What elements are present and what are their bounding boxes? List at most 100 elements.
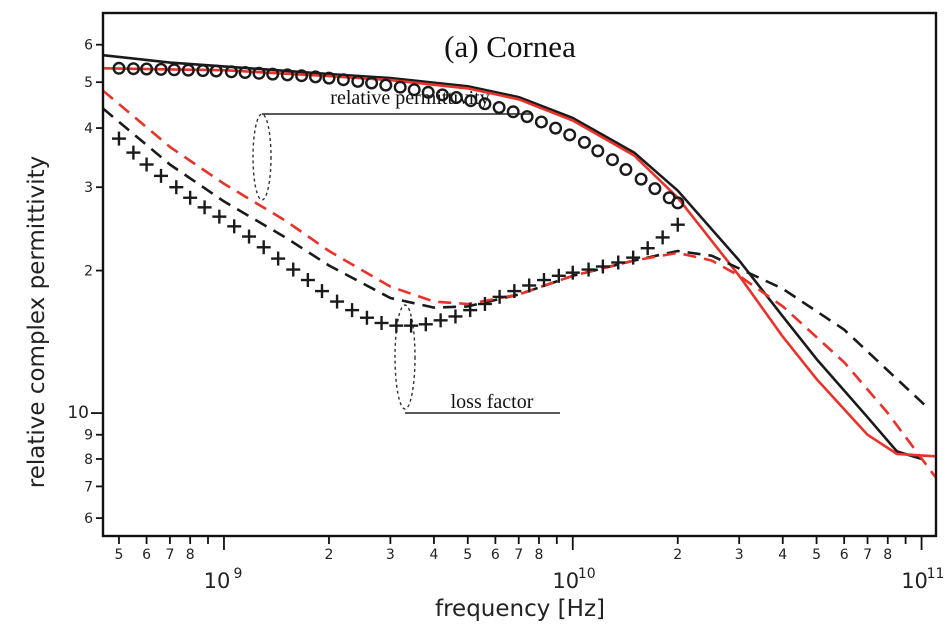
y-tick-label: 5 [84, 75, 93, 91]
plus-marker [330, 294, 345, 309]
x-tick-exponent: 9 [233, 566, 242, 582]
circle-marker [351, 74, 365, 88]
circle-marker [534, 115, 548, 129]
x-tick-label: 10 [204, 569, 231, 593]
circle-marker [648, 182, 662, 196]
plus-marker [256, 240, 271, 255]
y-tick-label: 6 [84, 511, 93, 527]
circle-marker [196, 64, 210, 78]
y-axis-label: relative complex permittivity [24, 156, 50, 489]
plus-marker [286, 262, 301, 277]
plus-marker [404, 318, 419, 333]
plus-marker [418, 317, 433, 332]
plus-marker [581, 262, 596, 277]
plus-marker [169, 180, 184, 195]
circle-marker [671, 196, 685, 210]
circle-marker [112, 61, 126, 75]
loss-factor-label: loss factor [451, 391, 534, 413]
plus-marker [300, 273, 315, 288]
plus-marker [670, 217, 685, 232]
circle-marker [435, 88, 449, 102]
relative-permittivity-label: relative permittivity [330, 87, 489, 109]
plus-marker [345, 303, 360, 318]
plus-marker [477, 296, 492, 311]
circle-marker [379, 78, 393, 92]
x-tick-exponent: 11 [927, 566, 945, 582]
plus-marker [463, 303, 478, 318]
circle-marker [421, 85, 435, 99]
circle-marker [449, 90, 463, 104]
loss-factor-ellipse [394, 304, 416, 410]
x-tick-label: 8 [534, 547, 543, 563]
circle-marker [549, 121, 563, 135]
x-tick-label: 7 [863, 547, 872, 563]
x-tick-label: 5 [463, 547, 472, 563]
x-tick-label: 10 [552, 569, 579, 593]
plus-marker [448, 309, 463, 324]
circle-marker [407, 83, 421, 97]
plus-marker [522, 278, 537, 293]
plus-marker [212, 209, 227, 224]
x-tick-label: 5 [812, 547, 821, 563]
y-tick-label: 9 [84, 428, 93, 444]
y-tick-label: 2 [84, 264, 93, 280]
x-tick-label: 3 [386, 547, 395, 563]
annotation-relative-permittivity: relative permittivity [252, 87, 532, 201]
circle-marker [280, 68, 294, 82]
circle-marker [266, 67, 280, 81]
y-tick-label: 3 [84, 180, 93, 196]
circle-marker [393, 80, 407, 94]
x-tick-label: 4 [429, 547, 438, 563]
circle-marker [520, 110, 534, 124]
plus-marker [183, 190, 198, 205]
circle-marker [336, 73, 350, 87]
circle-marker [478, 97, 492, 111]
circle-marker [464, 94, 478, 108]
plus-marker [611, 255, 626, 270]
x-tick-label: 6 [491, 547, 500, 563]
plus-marker [389, 318, 404, 333]
plus-marker [551, 268, 566, 283]
circle-marker [167, 63, 181, 77]
circle-marker [506, 105, 520, 119]
plus-marker [433, 313, 448, 328]
annotation-loss-factor: loss factor [394, 304, 560, 414]
x-tick-label: 4 [778, 547, 787, 563]
plus-marker [359, 310, 374, 325]
y-axis-ticks: 6 7 8 9 10 2 3 4 5 6 [67, 38, 103, 527]
circle-marker [140, 62, 154, 76]
x-tick-exponent: 10 [578, 566, 596, 582]
circle-marker [365, 76, 379, 90]
plus-marker [626, 250, 641, 265]
circle-marker [577, 135, 591, 149]
circle-marker [322, 71, 336, 85]
x-tick-label: 5 [114, 547, 123, 563]
chart-title: (a) Cornea [444, 29, 576, 64]
x-tick-label: 7 [514, 547, 523, 563]
plus-marker [492, 289, 507, 304]
circle-marker [154, 62, 168, 76]
plus-marker [374, 315, 389, 330]
circle-marker [309, 70, 323, 84]
circle-marker [209, 64, 223, 78]
circle-marker [295, 69, 309, 83]
plus-marker [139, 157, 154, 172]
x-tick-label: 10 [901, 569, 928, 593]
circle-marker [252, 66, 266, 80]
x-tick-label: 7 [165, 547, 174, 563]
plus-marker [242, 229, 257, 244]
circle-marker [619, 162, 633, 176]
plus-marker [126, 145, 141, 160]
x-tick-label: 6 [142, 547, 151, 563]
plus-marker [227, 219, 242, 234]
y-tick-label: 10 [67, 403, 89, 423]
circle-marker [238, 65, 252, 79]
circle-marker [224, 65, 238, 79]
plot-frame [101, 11, 938, 538]
plus-marker [565, 265, 580, 280]
circle-marker [634, 172, 648, 186]
relative-permittivity-ellipse [252, 113, 272, 201]
y-tick-label: 4 [84, 121, 93, 137]
